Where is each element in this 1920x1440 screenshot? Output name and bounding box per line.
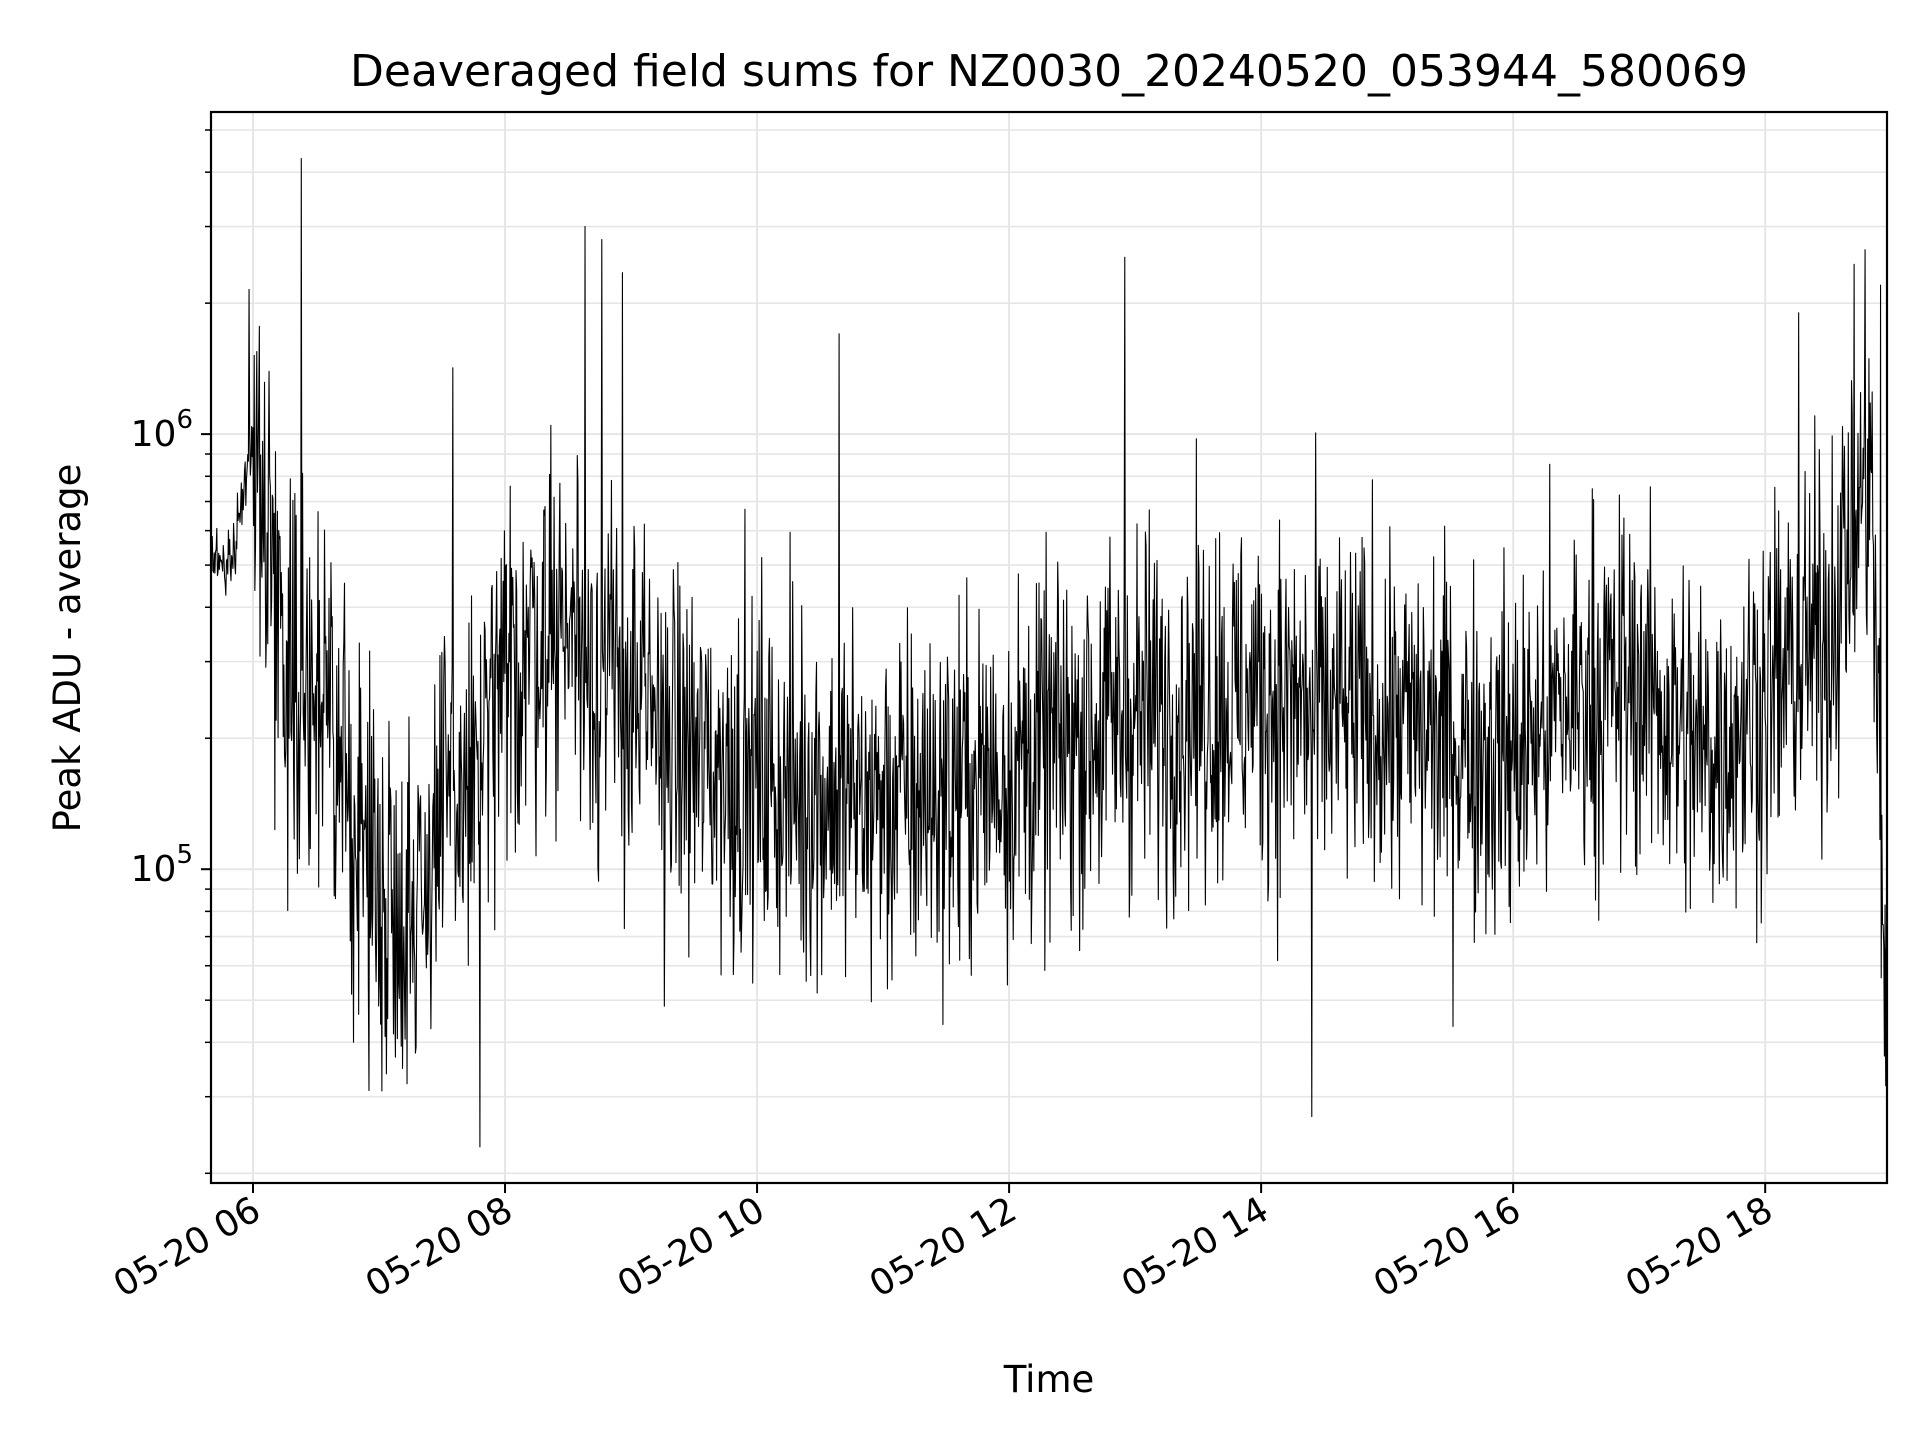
y-axis-label: Peak ADU - average [46,464,89,833]
series-line-group [210,157,1888,1148]
x-tick-label: 05-20 18 [1619,1189,1780,1305]
x-ticks: 05-20 06 05-20 08 05-20 10 05-20 12 05-20 14… [107,1183,1780,1306]
x-tick-label: 05-20 08 [359,1189,520,1305]
y-tick-label: 105 [131,840,193,890]
x-tick-label: 05-20 10 [611,1189,772,1305]
x-tick-label: 05-20 12 [863,1189,1024,1305]
grid-lines [211,112,1887,1183]
x-tick-label: 05-20 06 [107,1189,268,1305]
y-tick-label: 106 [131,405,193,455]
x-tick-label: 05-20 14 [1115,1189,1276,1305]
y-ticks: 105 106 [131,129,211,1175]
chart-title: Deaveraged field sums for NZ0030_2024052… [350,46,1748,97]
plot-frame [209,110,1889,1185]
x-axis-label: Time [1003,1358,1095,1401]
x-tick-label: 05-20 16 [1367,1189,1528,1305]
series-line [210,157,1888,1148]
